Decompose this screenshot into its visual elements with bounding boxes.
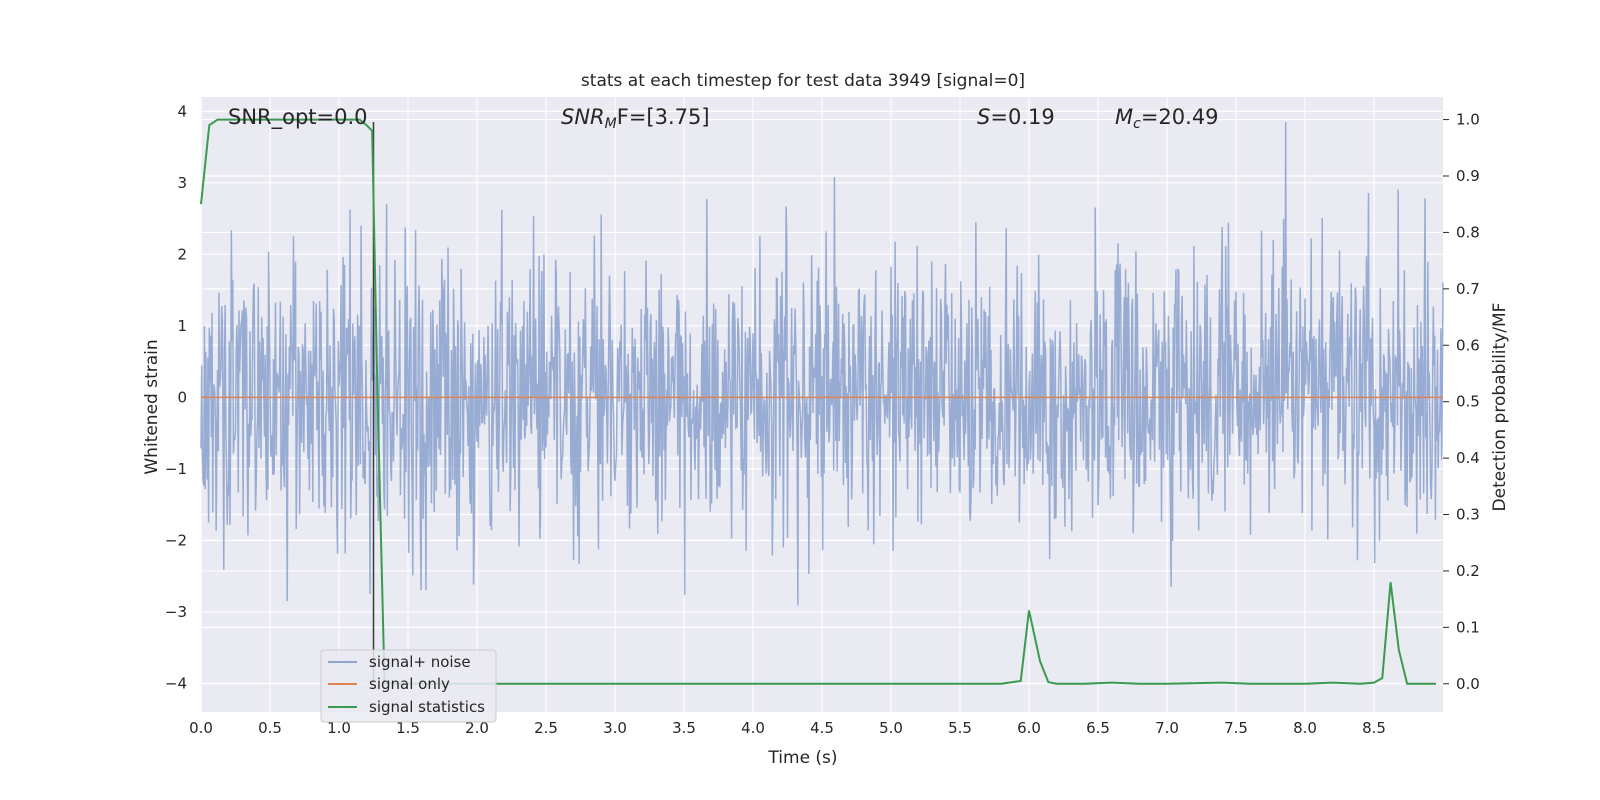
x-tick-label: 6.5 bbox=[1086, 719, 1110, 737]
annotation-s: S=0.19 bbox=[977, 105, 1055, 129]
y-left-tick-label: 3 bbox=[177, 174, 187, 192]
x-tick-label: 6.0 bbox=[1017, 719, 1041, 737]
x-tick-label: 7.0 bbox=[1155, 719, 1179, 737]
x-axis-label: Time (s) bbox=[767, 748, 837, 768]
y-left-tick-label: 1 bbox=[177, 317, 187, 335]
y-axis-label-left: Whitened strain bbox=[142, 339, 162, 474]
annotation-snr-mf: SNRMF=[3.75] bbox=[561, 105, 710, 132]
x-tick-label: 3.5 bbox=[672, 719, 696, 737]
y-right-tick-label: 0.9 bbox=[1456, 167, 1480, 185]
chart-title: stats at each timestep for test data 394… bbox=[581, 71, 1025, 91]
x-tick-label: 7.5 bbox=[1224, 719, 1248, 737]
legend-label-signal-noise: signal+ noise bbox=[369, 653, 471, 671]
signal-noise-line bbox=[200, 122, 1444, 606]
x-tick-label: 3.0 bbox=[603, 719, 627, 737]
legend: signal+ noise signal only signal statist… bbox=[320, 649, 497, 723]
y-left-tick-label: 0 bbox=[177, 388, 187, 406]
y-left-tick-label: −2 bbox=[165, 531, 187, 549]
x-tick-label: 5.5 bbox=[948, 719, 972, 737]
x-tick-label: 8.5 bbox=[1362, 719, 1386, 737]
y-right-tick-label: 0.7 bbox=[1456, 280, 1480, 298]
y-left-tick-label: −1 bbox=[165, 460, 187, 478]
series-signal-noise bbox=[200, 122, 1444, 606]
y-right-tick-label: 0.5 bbox=[1456, 393, 1480, 411]
x-tick-label: 2.0 bbox=[465, 719, 489, 737]
x-tick-label: 4.0 bbox=[741, 719, 765, 737]
y-left-tick-label: 4 bbox=[177, 102, 187, 120]
legend-label-signal-only: signal only bbox=[369, 675, 450, 693]
y-axis-label-right: Detection probability/MF bbox=[1490, 303, 1510, 512]
legend-label-signal-statistics: signal statistics bbox=[369, 698, 485, 716]
signal-statistics-line bbox=[200, 118, 1437, 685]
y-left-tick-label: −4 bbox=[165, 674, 187, 692]
annotations: SNR_opt=0.0 SNRMF=[3.75] S=0.19 Mc=20.49 bbox=[228, 105, 1219, 132]
y-right-tick-label: 0.4 bbox=[1456, 449, 1480, 467]
x-tick-label: 0.0 bbox=[189, 719, 213, 737]
legend-box bbox=[320, 649, 497, 723]
y-right-tick-label: 0.2 bbox=[1456, 562, 1480, 580]
x-tick-label: 1.5 bbox=[396, 719, 420, 737]
x-tick-label: 0.5 bbox=[258, 719, 282, 737]
series-lines bbox=[200, 118, 1443, 685]
x-tick-label: 4.5 bbox=[810, 719, 834, 737]
y-right-tick-label: 0.3 bbox=[1456, 506, 1480, 524]
y-right-tick-label: 0.6 bbox=[1456, 336, 1480, 354]
x-tick-label: 8.0 bbox=[1293, 719, 1317, 737]
y-left-tick-label: −3 bbox=[165, 603, 187, 621]
x-tick-label: 5.0 bbox=[879, 719, 903, 737]
y-right-tick-label: 1.0 bbox=[1456, 111, 1480, 129]
annotation-snr-opt: SNR_opt=0.0 bbox=[228, 105, 368, 130]
annotation-mc: Mc=20.49 bbox=[1115, 105, 1219, 132]
y-right-tick-label: 0.8 bbox=[1456, 223, 1480, 241]
tick-labels: 0.0 0.5 1.0 1.5 2.0 2.5 3.0 3.5 4.0 4.5 5.0 5.5 6.0 6… bbox=[165, 102, 1480, 737]
x-tick-label: 1.0 bbox=[327, 719, 351, 737]
x-tick-label: 2.5 bbox=[534, 719, 558, 737]
y-right-tick-label: 0.1 bbox=[1456, 618, 1480, 636]
y-left-tick-label: 2 bbox=[177, 245, 187, 263]
y-right-tick-label: 0.0 bbox=[1456, 675, 1480, 693]
